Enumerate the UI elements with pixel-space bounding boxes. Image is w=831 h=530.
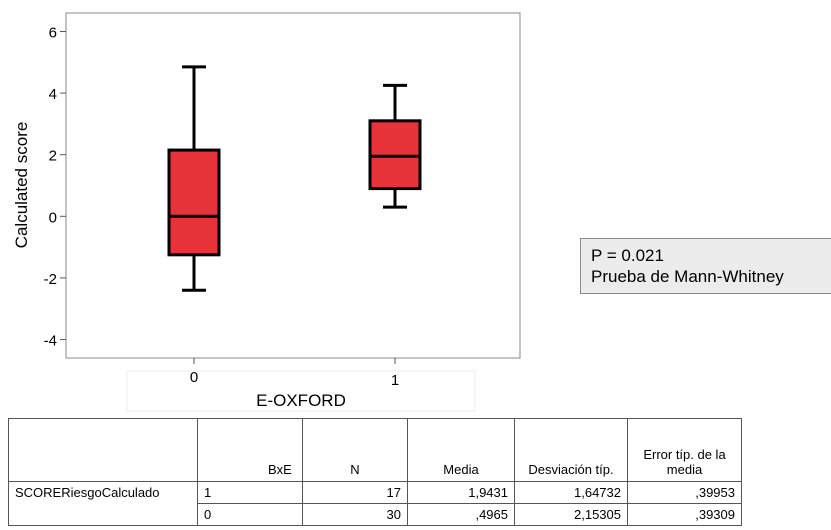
x-axis-title: E-OXFORD <box>256 391 346 410</box>
table-header-variable <box>8 418 198 482</box>
y-tick-label: 4 <box>49 86 57 103</box>
table-cell-std-dev: 1,64732 <box>514 481 628 504</box>
table-cell-std-error: ,39953 <box>627 481 742 504</box>
table-cell-variable: SCORERiesgoCalculado <box>8 481 198 504</box>
interquartile-box <box>167 148 221 257</box>
y-tick-label: 6 <box>49 24 57 41</box>
y-tick-label: 2 <box>49 148 57 165</box>
table-header-row: BxE N Media Desviación típ. Error típ. d… <box>8 418 742 482</box>
table-header-mean: Media <box>407 418 515 482</box>
x-axis-label-panel <box>126 370 476 412</box>
y-tick-label: -2 <box>44 271 57 288</box>
table-header-std-dev: Desviación típ. <box>514 418 628 482</box>
table-cell-group: 0 <box>197 503 303 526</box>
table-cell-mean: ,4965 <box>407 503 515 526</box>
table-row: SCORERiesgoCalculado 1 17 1,9431 1,64732… <box>8 481 742 504</box>
y-axis: -4 -2 0 2 4 6 <box>44 24 66 350</box>
box-series <box>167 65 422 292</box>
plot-area-frame <box>65 12 521 359</box>
table-header-n: N <box>302 418 408 482</box>
box-0 <box>167 65 221 292</box>
y-axis-title: Calculated score <box>12 122 31 249</box>
x-tick-label: 1 <box>391 372 399 389</box>
test-name-text: Prueba de Mann-Whitney <box>591 267 784 286</box>
p-value-text: P = 0.021 <box>591 246 664 265</box>
y-tick-label: 0 <box>49 209 57 226</box>
table-cell-std-error: ,39309 <box>627 503 742 526</box>
table-cell-n: 17 <box>302 481 408 504</box>
p-value-annotation: P = 0.021 Prueba de Mann-Whitney <box>580 238 831 294</box>
x-tick-label: 0 <box>190 369 198 386</box>
table-cell-n: 30 <box>302 503 408 526</box>
table-header-group: BxE <box>197 418 303 482</box>
table-cell-group: 1 <box>197 481 303 504</box>
table-header-std-error: Error típ. de la media <box>627 418 742 482</box>
y-tick-label: -4 <box>44 333 57 350</box>
box-1 <box>368 83 422 209</box>
table-cell-mean: 1,9431 <box>407 481 515 504</box>
group-statistics-table: BxE N Media Desviación típ. Error típ. d… <box>8 418 742 526</box>
table-cell-variable-empty <box>8 503 198 526</box>
table-row: 0 30 ,4965 2,15305 ,39309 <box>8 503 742 526</box>
interquartile-box <box>368 119 422 191</box>
table-cell-std-dev: 2,15305 <box>514 503 628 526</box>
